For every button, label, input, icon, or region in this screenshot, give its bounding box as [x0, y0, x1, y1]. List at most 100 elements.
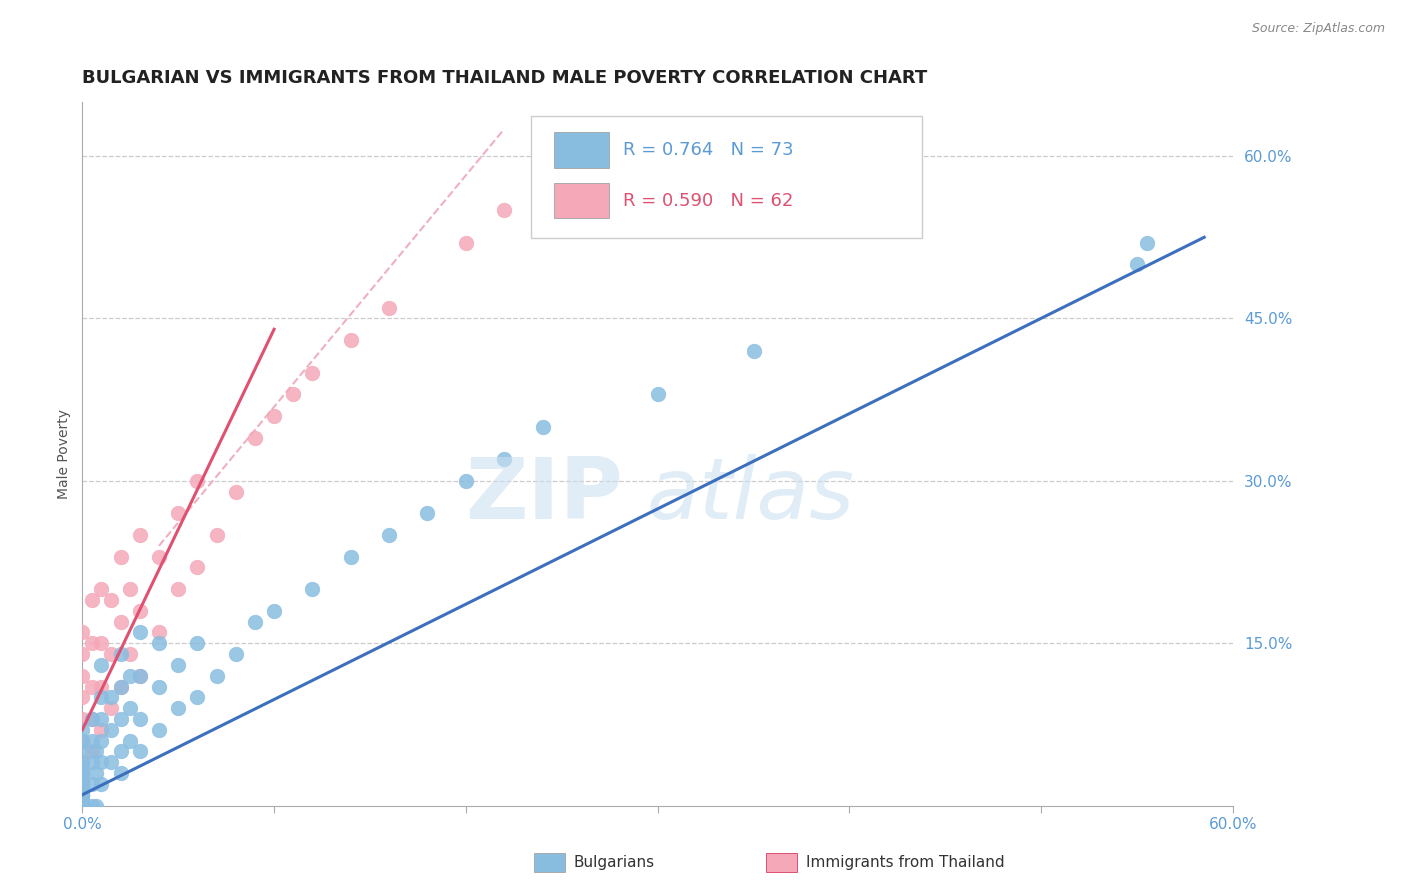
- Point: [72, 782, 94, 797]
- Point: [100, 647, 122, 661]
- Point: [301, 366, 323, 380]
- Point: [110, 712, 132, 726]
- Point: [80, 744, 103, 758]
- Point: [80, 636, 103, 650]
- Point: [72, 798, 94, 813]
- FancyBboxPatch shape: [554, 183, 609, 219]
- Point: [494, 203, 516, 218]
- Point: [72, 733, 94, 747]
- Point: [120, 647, 142, 661]
- Point: [72, 766, 94, 780]
- Point: [90, 582, 112, 596]
- Point: [205, 669, 228, 683]
- Point: [84, 798, 107, 813]
- Point: [120, 733, 142, 747]
- Point: [84, 744, 107, 758]
- Point: [128, 712, 150, 726]
- Point: [110, 680, 132, 694]
- Point: [90, 690, 112, 705]
- Point: [72, 723, 94, 737]
- Point: [72, 690, 94, 705]
- Point: [72, 798, 94, 813]
- FancyBboxPatch shape: [531, 116, 922, 238]
- Text: Source: ZipAtlas.com: Source: ZipAtlas.com: [1251, 22, 1385, 36]
- Point: [72, 772, 94, 786]
- Point: [167, 506, 190, 520]
- Point: [416, 506, 439, 520]
- Point: [72, 777, 94, 791]
- Point: [647, 387, 669, 401]
- Point: [72, 733, 94, 747]
- Point: [72, 669, 94, 683]
- Point: [128, 669, 150, 683]
- Text: Immigrants from Thailand: Immigrants from Thailand: [806, 855, 1004, 870]
- Text: ZIP: ZIP: [465, 455, 623, 538]
- Point: [531, 419, 554, 434]
- Point: [72, 761, 94, 775]
- Point: [148, 723, 170, 737]
- Point: [494, 452, 516, 467]
- Point: [90, 712, 112, 726]
- Point: [72, 788, 94, 802]
- Point: [72, 798, 94, 813]
- Point: [72, 798, 94, 813]
- Point: [167, 701, 190, 715]
- Point: [100, 593, 122, 607]
- Point: [80, 712, 103, 726]
- Point: [72, 788, 94, 802]
- Point: [283, 387, 305, 401]
- Point: [110, 766, 132, 780]
- Text: R = 0.590   N = 62: R = 0.590 N = 62: [623, 192, 793, 210]
- Point: [186, 474, 208, 488]
- Point: [378, 301, 401, 315]
- Point: [110, 615, 132, 629]
- Text: Bulgarians: Bulgarians: [574, 855, 655, 870]
- Point: [110, 744, 132, 758]
- Point: [186, 560, 208, 574]
- Point: [80, 680, 103, 694]
- Point: [72, 788, 94, 802]
- Point: [72, 756, 94, 770]
- Point: [90, 657, 112, 672]
- Text: R = 0.764   N = 73: R = 0.764 N = 73: [623, 141, 794, 159]
- Point: [378, 528, 401, 542]
- Point: [72, 793, 94, 807]
- Point: [100, 756, 122, 770]
- Point: [454, 474, 477, 488]
- Point: [80, 712, 103, 726]
- Point: [110, 647, 132, 661]
- Point: [263, 604, 285, 618]
- Text: BULGARIAN VS IMMIGRANTS FROM THAILAND MALE POVERTY CORRELATION CHART: BULGARIAN VS IMMIGRANTS FROM THAILAND MA…: [83, 69, 928, 87]
- Point: [128, 669, 150, 683]
- Point: [72, 756, 94, 770]
- Point: [128, 625, 150, 640]
- Point: [90, 777, 112, 791]
- Point: [90, 636, 112, 650]
- Point: [205, 528, 228, 542]
- Point: [186, 636, 208, 650]
- Point: [263, 409, 285, 423]
- Point: [80, 777, 103, 791]
- Point: [742, 343, 765, 358]
- Point: [72, 777, 94, 791]
- Point: [339, 549, 361, 564]
- Point: [100, 690, 122, 705]
- Point: [90, 723, 112, 737]
- Point: [243, 615, 266, 629]
- FancyBboxPatch shape: [554, 132, 609, 168]
- Point: [72, 766, 94, 780]
- Point: [1136, 235, 1159, 250]
- Point: [148, 625, 170, 640]
- Point: [167, 657, 190, 672]
- Point: [225, 647, 247, 661]
- Point: [72, 647, 94, 661]
- Point: [167, 582, 190, 596]
- Point: [72, 788, 94, 802]
- Point: [243, 431, 266, 445]
- Point: [72, 777, 94, 791]
- Point: [186, 690, 208, 705]
- Point: [80, 593, 103, 607]
- Text: atlas: atlas: [647, 455, 853, 538]
- Point: [80, 756, 103, 770]
- Point: [454, 235, 477, 250]
